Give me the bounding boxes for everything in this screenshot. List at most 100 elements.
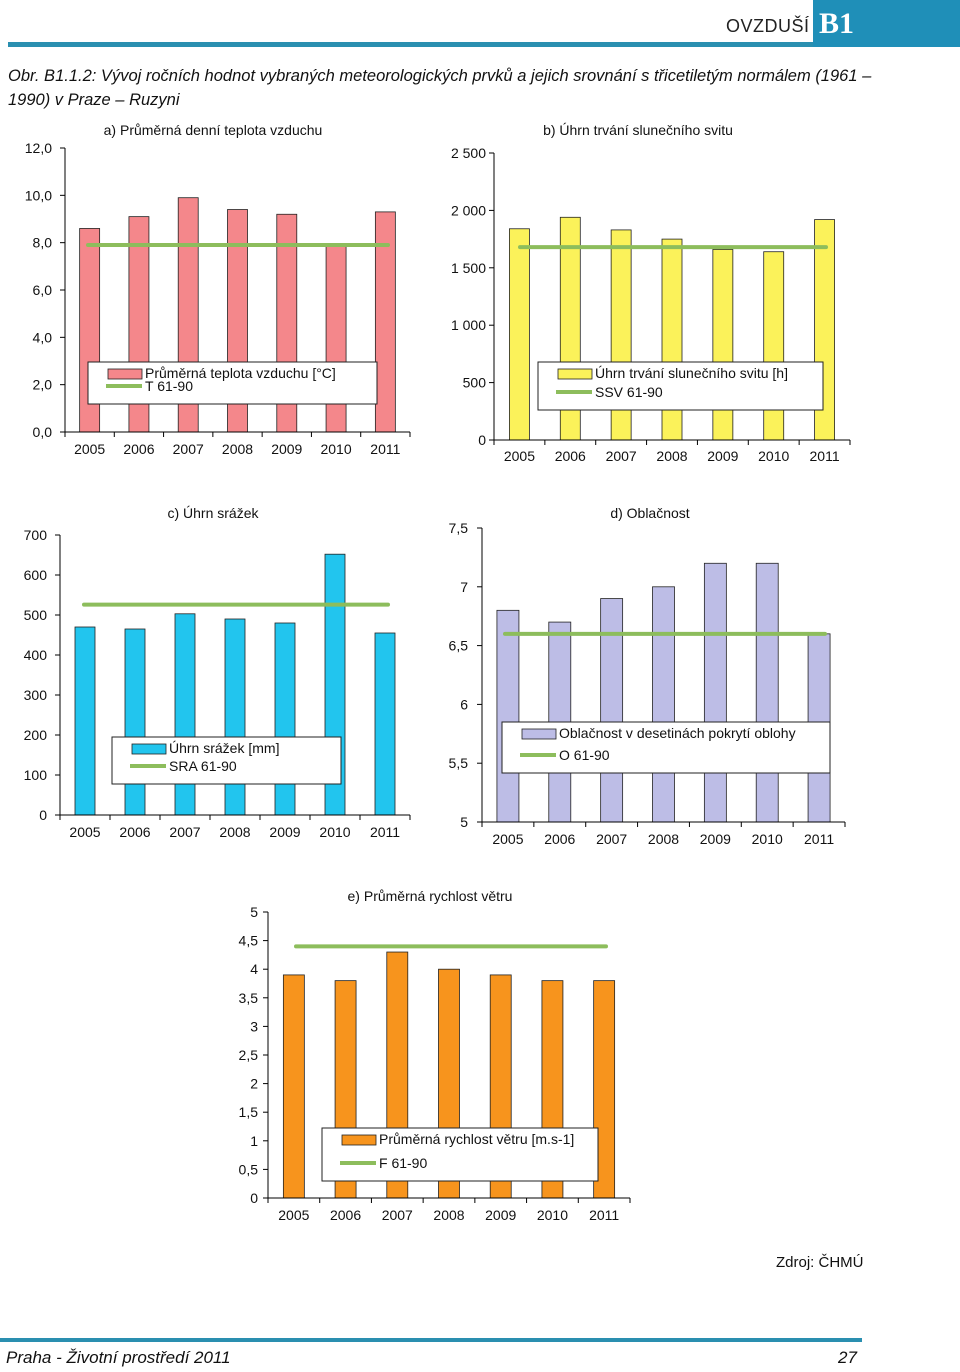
- y-tick-label: 3: [250, 1018, 258, 1034]
- x-tick-label: 2009: [707, 448, 738, 464]
- x-tick-label: 2011: [370, 824, 400, 840]
- legend-swatch-bar: [131, 743, 167, 755]
- source-note: Zdroj: ČHMÚ: [776, 1254, 864, 1271]
- y-tick-label: 1,5: [239, 1104, 259, 1120]
- legend-label-series: Úhrn trvání slunečního svitu [h]: [595, 365, 788, 381]
- y-tick-label: 2: [250, 1076, 258, 1092]
- x-tick-label: 2010: [758, 448, 789, 464]
- x-tick-label: 2007: [169, 824, 200, 840]
- y-tick-label: 6: [460, 696, 468, 712]
- footer-publication: Praha - Životní prostředí 2011: [6, 1348, 231, 1367]
- x-tick-label: 2010: [537, 1207, 568, 1223]
- y-tick-label: 700: [24, 527, 48, 543]
- footer-rule: [0, 1338, 862, 1342]
- x-tick-label: 2005: [504, 448, 535, 464]
- legend-box: [501, 721, 831, 774]
- y-tick-label: 6,0: [33, 282, 53, 298]
- legend-swatch-bar: [557, 368, 593, 380]
- legend-swatch-bar: [521, 728, 557, 740]
- chart-title: d) Oblačnost: [610, 505, 689, 521]
- x-tick-label: 2008: [433, 1207, 464, 1223]
- y-tick-label: 5: [460, 814, 468, 830]
- x-tick-label: 2009: [485, 1207, 516, 1223]
- y-tick-label: 1: [250, 1133, 258, 1149]
- y-tick-label: 2 000: [451, 202, 486, 218]
- page-number: 27: [838, 1348, 857, 1367]
- y-tick-label: 0,5: [239, 1161, 259, 1177]
- y-tick-label: 500: [24, 607, 48, 623]
- x-tick-label: 2005: [69, 824, 100, 840]
- y-tick-label: 2 500: [451, 145, 486, 161]
- section-label: OVZDUŠÍ: [726, 16, 810, 36]
- y-tick-label: 400: [24, 647, 48, 663]
- x-tick-label: 2009: [271, 441, 302, 457]
- x-tick-label: 2009: [700, 831, 731, 847]
- chart-title: c) Úhrn srážek: [167, 505, 259, 521]
- header-rule: [8, 42, 818, 47]
- x-tick-label: 2007: [596, 831, 627, 847]
- y-tick-label: 1 000: [451, 317, 486, 333]
- x-tick-label: 2008: [219, 824, 250, 840]
- y-tick-label: 0: [39, 807, 47, 823]
- x-tick-label: 2011: [589, 1207, 619, 1223]
- x-tick-label: 2007: [382, 1207, 413, 1223]
- x-tick-label: 2011: [810, 448, 840, 464]
- y-tick-label: 5: [250, 904, 258, 920]
- y-tick-label: 300: [24, 687, 48, 703]
- y-tick-label: 3,5: [239, 990, 259, 1006]
- x-tick-label: 2006: [544, 831, 575, 847]
- y-tick-label: 0: [250, 1190, 258, 1206]
- legend-label-normal: SSV 61-90: [595, 384, 663, 400]
- y-tick-label: 7: [460, 579, 468, 595]
- y-tick-label: 4,5: [239, 933, 259, 949]
- legend-label-normal: F 61-90: [379, 1155, 427, 1171]
- chart-title: e) Průměrná rychlost větru: [348, 888, 513, 904]
- y-tick-label: 5,5: [449, 755, 469, 771]
- x-tick-label: 2005: [492, 831, 523, 847]
- y-tick-label: 4,0: [33, 329, 53, 345]
- x-tick-label: 2005: [278, 1207, 309, 1223]
- y-tick-label: 600: [24, 567, 48, 583]
- x-tick-label: 2006: [119, 824, 150, 840]
- y-tick-label: 7,5: [449, 520, 469, 536]
- y-tick-label: 200: [24, 727, 48, 743]
- x-tick-label: 2008: [648, 831, 679, 847]
- x-tick-label: 2009: [269, 824, 300, 840]
- y-tick-label: 500: [463, 375, 487, 391]
- legend-label-series: Úhrn srážek [mm]: [169, 740, 279, 756]
- x-tick-label: 2007: [606, 448, 637, 464]
- legend-swatch-bar: [107, 368, 143, 380]
- legend-label-series: Oblačnost v desetinách pokrytí oblohy: [559, 725, 796, 741]
- legend-label-normal: SRA 61-90: [169, 758, 237, 774]
- x-tick-label: 2008: [222, 441, 253, 457]
- chart-title: b) Úhrn trvání slunečního svitu: [543, 122, 733, 138]
- section-badge: B1: [813, 0, 960, 47]
- chart-title: a) Průměrná denní teplota vzduchu: [104, 122, 323, 138]
- x-tick-label: 2005: [74, 441, 105, 457]
- x-tick-label: 2010: [320, 441, 351, 457]
- y-tick-label: 12,0: [25, 140, 52, 156]
- x-tick-label: 2006: [330, 1207, 361, 1223]
- y-tick-label: 4: [250, 961, 258, 977]
- y-tick-label: 2,5: [239, 1047, 259, 1063]
- legend-swatch-bar: [341, 1134, 377, 1146]
- bar: [282, 974, 305, 1199]
- x-tick-label: 2008: [656, 448, 687, 464]
- y-tick-label: 2,0: [33, 377, 53, 393]
- y-tick-label: 10,0: [25, 187, 52, 203]
- y-tick-label: 0: [478, 432, 486, 448]
- figure-title: Obr. B1.1.2: Vývoj ročních hodnot vybran…: [8, 67, 872, 109]
- y-tick-label: 6,5: [449, 638, 469, 654]
- legend-label-series: Průměrná rychlost větru [m.s-1]: [379, 1131, 574, 1147]
- x-tick-label: 2010: [752, 831, 783, 847]
- legend-label-normal: O 61-90: [559, 747, 610, 763]
- x-tick-label: 2010: [319, 824, 350, 840]
- legend-label-series: Průměrná teplota vzduchu [°C]: [145, 365, 336, 381]
- y-tick-label: 0,0: [33, 424, 53, 440]
- y-tick-label: 100: [24, 767, 48, 783]
